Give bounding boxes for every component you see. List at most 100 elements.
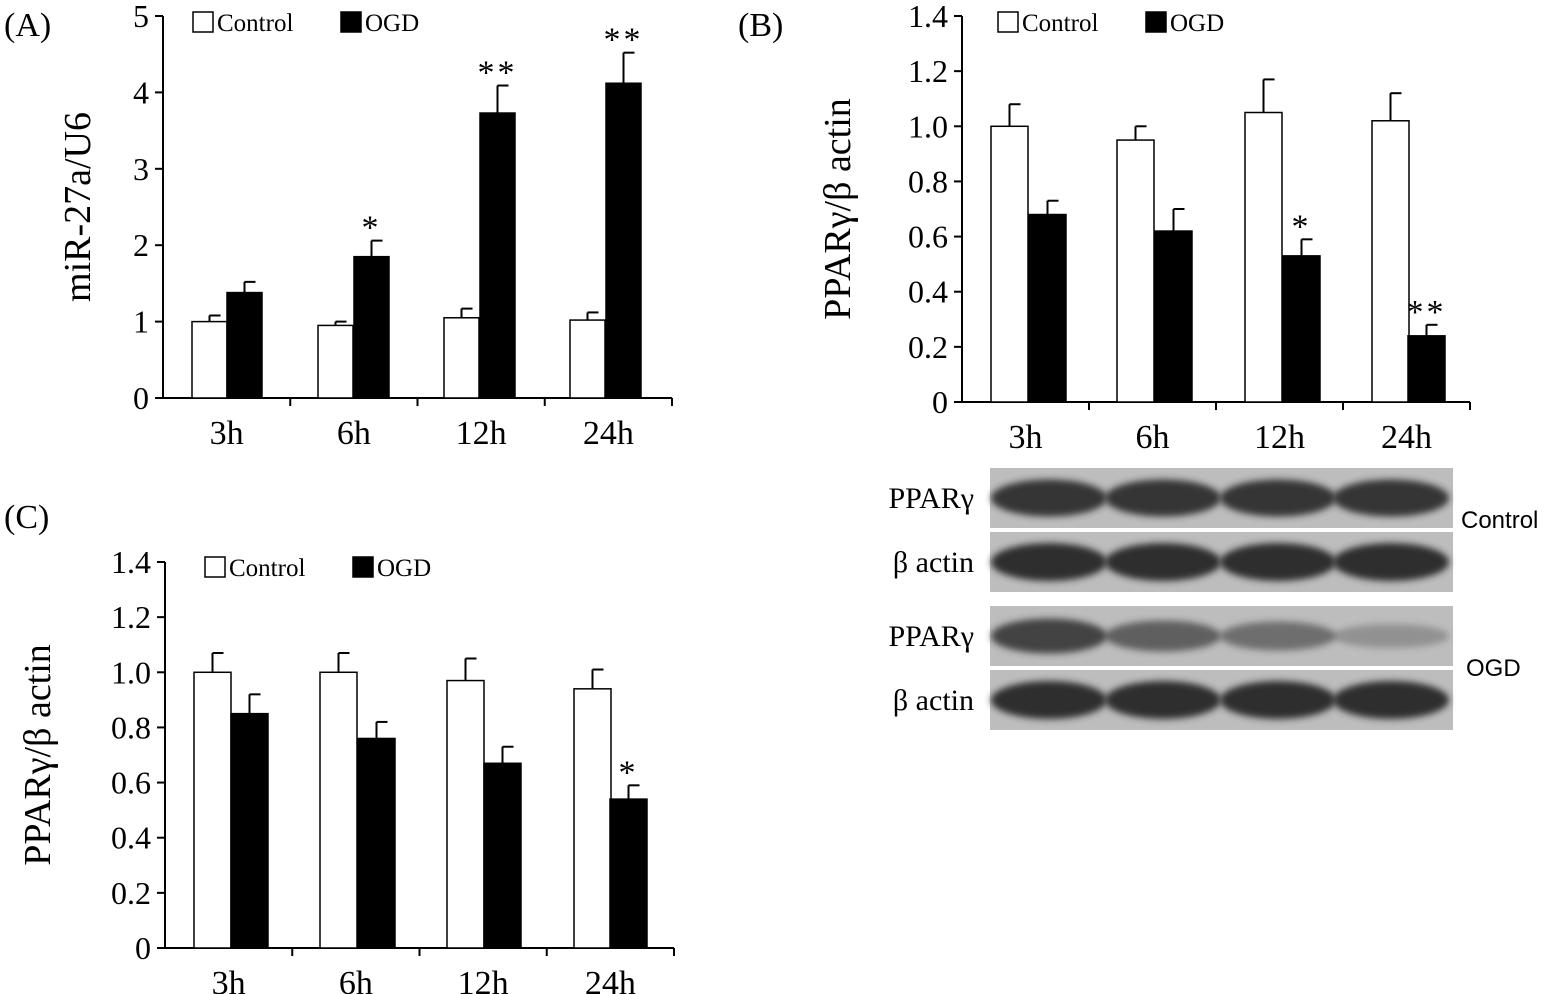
bar-ogd-6h [357,737,396,949]
bar-control-3h [193,671,232,949]
blot-band [1333,681,1449,719]
blot-row-label: β actin [893,684,974,717]
y-tick-label: 3 [133,151,149,187]
bar-control-6h [1116,139,1155,403]
x-category-label: 12h [458,965,509,994]
significance-marker: ** [478,55,518,92]
x-category-label: 6h [339,965,373,994]
blot-row-label: PPARγ [888,482,974,515]
legend-label-ogd: OGD [1170,10,1224,37]
significance-marker: * [1292,208,1312,245]
blot-band [1220,479,1336,517]
y-tick-label: 0.2 [111,875,151,911]
bar-ogd-3h [226,291,263,399]
bar-ogd-3h [1028,213,1067,403]
bar-control-6h [319,671,358,949]
legend-label-control: Control [229,555,305,582]
bar-control-6h [317,324,354,399]
blot-band [991,681,1107,719]
legend-label-ogd: OGD [377,555,431,582]
x-category-label: 3h [210,415,244,452]
y-tick-label: 0 [135,930,151,966]
blot-band [1220,621,1336,651]
x-category-label: 3h [1009,419,1043,456]
x-category-label: 24h [583,415,634,452]
western-blot: PPARγ β actin PPARγ β actin Control OGD [888,468,1538,730]
panel-b-chart: (B) PPARγ/β actin 0 0.2 0.4 0.6 0.8 1.0 1.2 1.4 3h… [738,0,1471,456]
y-tick-label: 0 [932,384,948,420]
bar-ogd-24h [605,82,642,399]
y-tick-label: 0.6 [908,219,948,255]
y-tick-label: 0.4 [908,274,948,310]
y-tick-label: 1.0 [908,108,948,144]
legend-swatch-ogd [352,556,374,578]
x-category-label: 24h [1381,419,1432,456]
blot-band [1333,543,1449,581]
y-tick-label: 1.4 [908,0,948,34]
blot-row-label: PPARγ [888,620,974,653]
x-category-label: 12h [456,415,507,452]
significance-marker: ** [604,22,644,59]
x-category-label: 12h [1254,419,1305,456]
legend-swatch-control [204,556,226,578]
blot-band [1105,620,1221,652]
significance-marker: * [619,754,639,791]
blot-band [991,618,1107,654]
legend-label-control: Control [1022,10,1098,37]
blot-group-label: Control [1461,507,1538,534]
y-tick-label: 4 [133,74,149,110]
bar-ogd-6h [1154,230,1193,403]
legend-swatch-control [997,11,1019,33]
blot-band [991,543,1107,581]
significance-marker: ** [1407,294,1447,331]
bar-control-24h [573,688,612,949]
bar-ogd-6h [353,255,390,399]
y-tick-label: 1.2 [111,599,151,635]
y-tick-label: 1.0 [111,654,151,690]
blot-band [1333,479,1449,517]
bar-ogd-12h [483,762,522,949]
blot-row-label: β actin [893,546,974,579]
bar-ogd-24h [1407,335,1446,403]
panel-letter: (B) [738,7,783,44]
x-category-label: 24h [585,965,636,994]
y-axis-label: PPARγ/β actin [817,98,859,320]
y-tick-label: 2 [133,227,149,263]
legend-label-ogd: OGD [365,10,419,37]
bar-control-3h [191,320,228,399]
bar-control-24h [1371,120,1410,403]
y-tick-label: 1 [133,304,149,340]
blot-band [1105,479,1221,517]
blot-band [1105,681,1221,719]
y-tick-label: 1.2 [908,53,948,89]
blot-band [1105,543,1221,581]
bar-ogd-12h [1282,255,1321,403]
legend-swatch-ogd [1145,11,1167,33]
blot-band [1220,543,1336,581]
y-tick-label: 1.4 [111,544,151,580]
bar-ogd-24h [609,798,648,949]
y-tick-label: 5 [133,0,149,34]
y-tick-label: 0.2 [908,329,948,365]
bar-control-12h [1244,111,1283,403]
x-category-label: 3h [212,965,246,994]
bar-ogd-12h [479,112,516,399]
x-category-label: 6h [337,415,371,452]
y-tick-label: 0 [133,380,149,416]
bar-ogd-3h [230,712,269,949]
y-tick-label: 0.4 [111,820,151,856]
legend-swatch-ogd [340,11,362,33]
blot-group-label: OGD [1466,655,1521,682]
x-category-label: 6h [1136,419,1170,456]
panel-c-chart: (C) PPARγ/β actin 0 0.2 0.4 0.6 0.8 1.0 1.2 1.4 3h… [4,499,675,994]
y-tick-label: 0.8 [908,163,948,199]
significance-marker: * [362,210,382,247]
y-tick-label: 0.6 [111,765,151,801]
panel-letter: (A) [4,7,51,44]
y-axis-label: miR-27a/U6 [57,112,99,302]
legend-swatch-control [192,11,214,33]
bar-control-12h [443,317,480,399]
bar-control-3h [990,125,1029,403]
